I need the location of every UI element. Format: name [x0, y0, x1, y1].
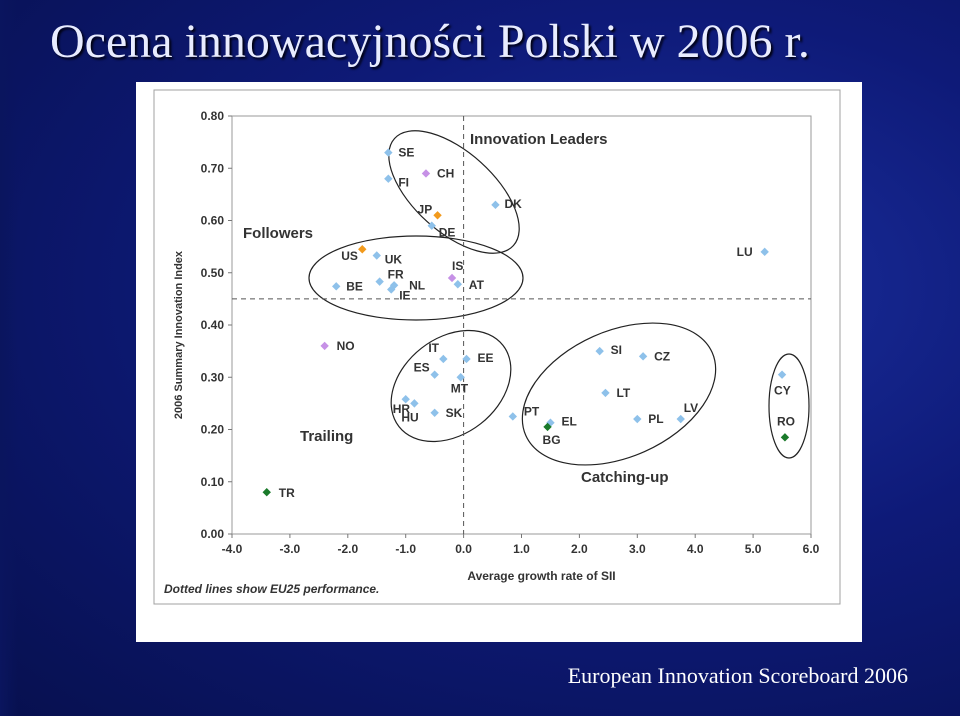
point-label-es: ES: [414, 361, 430, 375]
x-tick-label: -4.0: [222, 542, 243, 556]
group-ellipse-cy-ro: [768, 353, 810, 459]
point-label-fi: FI: [398, 176, 409, 190]
data-point-lv: [676, 414, 685, 424]
point-label-cy: CY: [774, 384, 791, 398]
data-point-se: [384, 148, 393, 157]
data-point-us: [358, 245, 367, 254]
point-label-it: IT: [428, 341, 439, 355]
group-label: Innovation Leaders: [470, 131, 608, 148]
x-tick-label: 6.0: [803, 542, 820, 556]
data-point-sk: [430, 408, 439, 417]
scatter-chart: -4.0 -3.0 -2.0 -1.0 0.0 1.0 2.0 3.0 4.0 5.0 6.0 0.0…: [153, 89, 841, 605]
point-label-mt: MT: [451, 381, 469, 395]
y-tick-label: 0.30: [201, 370, 225, 384]
x-tick-label: -3.0: [280, 542, 301, 556]
point-label-lv: LV: [684, 401, 698, 415]
point-label-pt: PT: [524, 404, 540, 418]
data-point-hr: [401, 394, 410, 404]
data-point-at: [453, 280, 463, 289]
data-point-tr: [262, 488, 271, 497]
background-stripe: [0, 0, 18, 716]
data-point-jp: [433, 211, 442, 220]
y-tick-label: 0.50: [201, 266, 225, 280]
data-point-it: [439, 354, 448, 364]
y-tick-label: 0.00: [201, 527, 225, 541]
chart-outer-border: [153, 89, 841, 605]
data-point-fr: [375, 277, 384, 286]
point-label-cz: CZ: [654, 349, 670, 363]
point-label-ch: CH: [437, 166, 454, 180]
chart-panel: -4.0 -3.0 -2.0 -1.0 0.0 1.0 2.0 3.0 4.0 5.0 6.0 0.0…: [136, 82, 862, 642]
point-label-bg: BG: [543, 433, 561, 447]
group-ellipse-trailing: [390, 329, 512, 443]
point-label-is: IS: [452, 259, 463, 273]
point-label-no: NO: [337, 339, 355, 353]
y-tick-label: 0.40: [201, 318, 225, 332]
slide-footer: European Innovation Scoreboard 2006: [567, 663, 908, 688]
y-tick-label: 0.60: [201, 214, 225, 228]
x-tick-label: 5.0: [745, 542, 762, 556]
point-label-fr: FR: [388, 268, 404, 282]
y-tick-label: 0.80: [201, 109, 225, 123]
point-label-nl: NL: [409, 278, 425, 292]
point-label-jp: JP: [418, 202, 433, 216]
group-ellipse-followers: [308, 235, 524, 321]
point-label-el: EL: [561, 415, 576, 429]
x-tick-label: -2.0: [337, 542, 358, 556]
x-tick-label: 0.0: [455, 542, 472, 556]
point-label-hr: HR: [393, 402, 411, 416]
point-label-lu: LU: [737, 245, 753, 259]
point-label-us: US: [341, 249, 358, 263]
point-label-lt: LT: [616, 386, 630, 400]
data-point-cy: [777, 370, 787, 379]
data-point-ee: [462, 354, 471, 364]
data-point-is: [447, 273, 457, 283]
group-label: Followers: [243, 225, 313, 242]
point-label-hu: HU: [401, 410, 418, 424]
point-label-ie: IE: [399, 288, 410, 302]
data-point-mt: [456, 373, 465, 382]
point-label-be: BE: [346, 279, 363, 293]
point-label-uk: UK: [385, 253, 403, 267]
data-point-uk: [372, 251, 381, 260]
data-point-ch: [421, 169, 431, 178]
point-label-ro: RO: [777, 414, 795, 428]
group-label: Catching-up: [581, 469, 669, 486]
data-point-no: [320, 341, 329, 351]
point-label-sk: SK: [446, 406, 463, 420]
y-tick-label: 0.10: [201, 475, 225, 489]
group-ellipse-catching-up: [521, 322, 717, 466]
data-point-lu: [760, 247, 769, 257]
slide-title: Ocena innowacyjności Polski w 2006 r.: [50, 15, 810, 68]
data-point-be: [332, 282, 341, 291]
point-label-se: SE: [398, 146, 414, 160]
point-label-ee: EE: [477, 351, 493, 365]
y-tick-label: 0.70: [201, 161, 225, 175]
x-tick-label: 1.0: [513, 542, 530, 556]
y-axis-label: 2006 Summary Innovation Index: [173, 250, 185, 419]
point-label-si: SI: [611, 343, 622, 357]
data-point-dk: [491, 200, 500, 210]
point-label-dk: DK: [504, 197, 522, 211]
x-axis-label: Average growth rate of SII: [467, 569, 615, 583]
x-tick-label: -1.0: [395, 542, 416, 556]
x-tick-label: 2.0: [571, 542, 588, 556]
point-label-de: DE: [439, 226, 456, 240]
group-label: Trailing: [300, 428, 353, 445]
point-label-tr: TR: [279, 486, 295, 500]
group-ellipse-innovation-leaders: [388, 130, 520, 254]
point-label-pl: PL: [648, 412, 663, 426]
x-tick-label: 3.0: [629, 542, 646, 556]
data-point-fi: [384, 174, 393, 183]
data-point-ro: [780, 433, 790, 442]
point-label-at: AT: [469, 278, 485, 292]
eu25-note: Dotted lines show EU25 performance.: [164, 582, 379, 596]
data-point-hu: [410, 399, 419, 408]
x-tick-label: 4.0: [687, 542, 704, 556]
data-point-de: [427, 221, 436, 230]
y-tick-label: 0.20: [201, 423, 225, 437]
data-point-es: [430, 370, 439, 379]
